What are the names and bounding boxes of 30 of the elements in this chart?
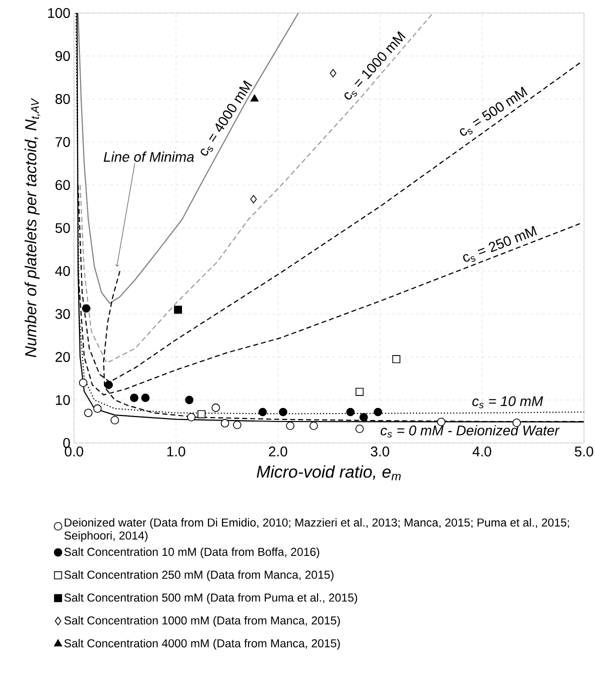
- legend-label: Salt Concentration 500 mM (Data from Puma et al., 2015): [64, 593, 358, 604]
- x-tick-label: 0.0: [64, 446, 84, 456]
- annotation: c$_{s}$ = 500 mM: [460, 86, 528, 136]
- x-tick-label: 3.0: [370, 446, 390, 456]
- x-axis-title: Micro-void ratio, e$_{m}$: [256, 465, 401, 480]
- y-tick-label: 10: [56, 395, 70, 405]
- legend-label: Salt Concentration 1000 mM (Data from Manca, 2015): [64, 616, 340, 627]
- y-tick-label: 30: [55, 309, 70, 319]
- y-tick-label: 50: [55, 223, 70, 233]
- legend-label: Deionized water (Data from Di Emidio, 2010; Mazzieri et al., 2013; Manca, 2015; Puma et al., 2015; Seiphoori, 2014): [64, 518, 569, 542]
- legend-label: Salt Concentration 10 mM (Data from Boffa, 2016): [64, 548, 320, 558]
- y-tick-label: 60: [56, 180, 70, 190]
- y-axis-title: Number of platelets per tactoid, N$_{t,AV}$: [24, 98, 40, 358]
- annotation: c$_{s}$ = 250 mM: [463, 226, 537, 262]
- x-tick-label: 2.0: [268, 446, 288, 456]
- annotation: c$_{s}$ = 0 mM - Deionized Water: [380, 425, 560, 438]
- y-tick-label: 90: [56, 51, 70, 61]
- annotation: c$_{s}$ = 10 mM: [472, 396, 544, 408]
- x-tick-label: 4.0: [472, 446, 492, 456]
- legend-label: Salt Concentration 250 mM (Data from Manca, 2015): [64, 570, 334, 582]
- annotation: Line of Minima: [104, 152, 194, 162]
- y-tick-label: 70: [56, 137, 70, 147]
- y-tick-label: 100: [48, 8, 70, 18]
- y-tick-label: 80: [56, 94, 70, 104]
- y-tick-label: 20: [56, 352, 70, 362]
- x-tick-label: 1.0: [167, 446, 186, 456]
- y-tick-label: 40: [55, 266, 70, 276]
- legend-label: Salt Concentration 4000 mM (Data from Manca, 2015): [64, 638, 340, 650]
- x-tick-label: 5.0: [574, 446, 594, 456]
- y-tick-label: 0: [63, 438, 70, 448]
